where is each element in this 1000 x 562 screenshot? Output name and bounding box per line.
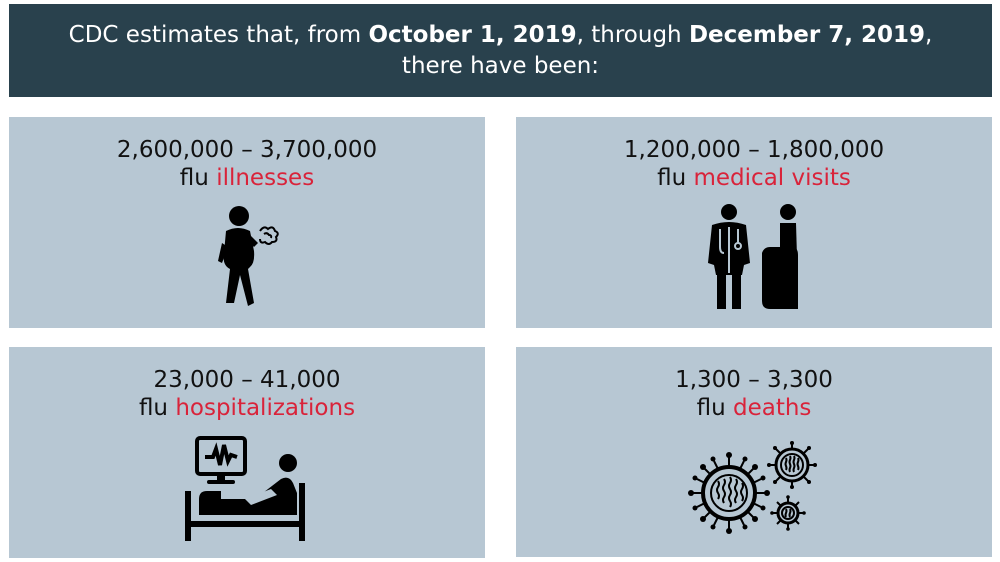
- sick-person-icon: [218, 206, 279, 306]
- range-value: 2,600,000 – 3,700,000: [116, 137, 378, 163]
- header-text: CDC estimates that, from October 1, 2019…: [68, 21, 933, 79]
- date-start: October 1, 2019: [368, 21, 577, 48]
- range-value: 1,300 – 3,300: [675, 367, 833, 393]
- card-label: flu medical visits: [657, 165, 851, 191]
- range-value: 1,200,000 – 1,800,000: [623, 137, 885, 163]
- doctor-patient-icon: [708, 204, 798, 309]
- card-label: flu hospitalizations: [138, 395, 356, 421]
- header-banner: CDC estimates that, from October 1, 2019…: [9, 4, 992, 97]
- hospital-bed-icon: [185, 436, 305, 541]
- card-hospitalizations: 23,000 – 41,000 flu hospitalizations: [9, 347, 485, 558]
- date-end: December 7, 2019: [688, 21, 926, 48]
- card-label: flu illnesses: [179, 165, 315, 191]
- range-value: 23,000 – 41,000: [153, 367, 341, 393]
- card-illnesses: 2,600,000 – 3,700,000 flu illnesses: [9, 117, 485, 328]
- card-deaths: 1,300 – 3,300 flu deaths: [516, 347, 992, 557]
- card-medical-visits: 1,200,000 – 1,800,000 flu medical visits: [516, 117, 992, 328]
- virus-icon: [688, 441, 817, 534]
- card-label: flu deaths: [696, 395, 812, 421]
